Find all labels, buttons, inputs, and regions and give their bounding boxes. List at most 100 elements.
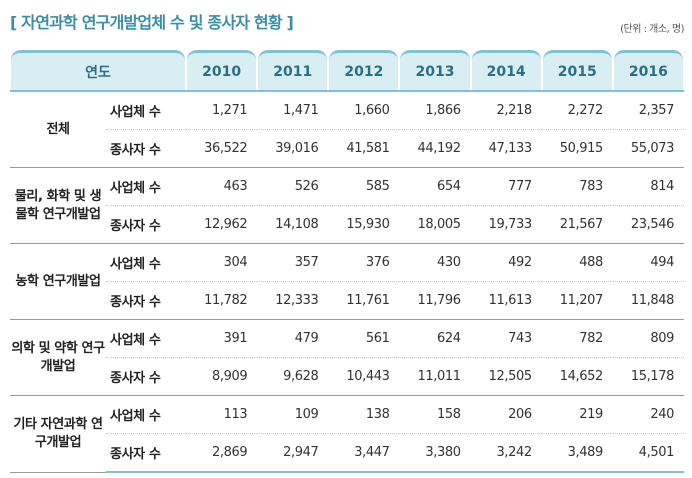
header-year: 2015 [542,48,613,91]
table-cell: 526 [257,167,329,206]
row-category: 기타 자연과학 연구개발업 [10,395,107,473]
row-label: 종사자 수 [106,129,187,168]
table-cell: 2,218 [470,91,542,130]
table-cell: 782 [541,319,613,358]
row-label: 종사자 수 [106,433,187,473]
table-cell: 12,333 [257,281,329,320]
table-cell: 41,581 [328,129,400,168]
row-category: 의학 및 약학 연구개발업 [10,319,107,396]
table-cell: 3,489 [541,433,613,473]
table-cell: 11,207 [541,281,613,320]
table-cell: 15,178 [612,357,684,396]
table-cell: 492 [470,243,542,282]
table-cell: 3,447 [328,433,400,473]
table-row: 전체 사업체 수 1,271 1,471 1,660 1,866 2,218 2… [10,91,684,168]
row-label: 종사자 수 [106,281,187,320]
table-cell: 463 [186,167,258,206]
table-cell: 2,947 [257,433,329,473]
table-cell: 376 [328,243,400,282]
table-cell: 4,501 [612,433,684,473]
table-row: 종사자 수 12,962 14,108 15,930 18,005 19,733… [10,205,684,244]
table-cell: 12,962 [186,205,258,244]
header-year: 2010 [186,48,257,91]
table-cell: 8,909 [186,357,258,396]
table-cell: 1,866 [399,91,471,130]
table-cell: 109 [257,395,329,434]
table-cell: 11,761 [328,281,400,320]
table-cell: 2,357 [612,91,684,130]
table-cell: 9,628 [257,357,329,396]
header-row: 연도 2010 2011 2012 2013 2014 2015 2016 [10,48,684,91]
table-cell: 11,848 [612,281,684,320]
table-cell: 743 [470,319,542,358]
table-cell: 219 [541,395,613,434]
unit-note: (단위 : 개소, 명) [620,24,684,35]
table-cell: 11,782 [186,281,258,320]
header-year: 2014 [471,48,542,91]
row-label: 사업체 수 [106,243,187,282]
table-row: 기타 자연과학 연구개발업 사업체 수 113 109 138 158 206 … [10,395,684,473]
table-row: 종사자 수 36,522 39,016 41,581 44,192 47,133… [10,129,684,168]
table-cell: 44,192 [399,129,471,168]
table-row: 의학 및 약학 연구개발업 사업체 수 391 479 561 624 743 … [10,319,684,396]
table-cell: 47,133 [470,129,542,168]
table-cell: 55,073 [612,129,684,168]
row-label: 사업체 수 [106,167,187,206]
table-cell: 50,915 [541,129,613,168]
table-cell: 36,522 [186,129,258,168]
table-title: [ 자연과학 연구개발업체 수 및 종사자 현황 ] [10,13,294,32]
table-cell: 14,652 [541,357,613,396]
table-row: 물리, 화학 및 생물학 연구개발업 사업체 수 463 526 585 654… [10,167,684,244]
header-year: 2013 [399,48,470,91]
header-year: 2011 [257,48,328,91]
table-cell: 1,471 [257,91,329,130]
table-cell: 3,242 [470,433,542,473]
table-cell: 11,613 [470,281,542,320]
row-label: 사업체 수 [106,319,187,358]
row-label: 종사자 수 [106,205,187,244]
table-cell: 14,108 [257,205,329,244]
header-year: 2012 [328,48,399,91]
table-cell: 10,443 [328,357,400,396]
table-cell: 138 [328,395,400,434]
table-cell: 304 [186,243,258,282]
table-cell: 2,272 [541,91,613,130]
table-cell: 561 [328,319,400,358]
table-cell: 3,380 [399,433,471,473]
table-cell: 158 [399,395,471,434]
table-cell: 18,005 [399,205,471,244]
table-body: 전체 사업체 수 1,271 1,471 1,660 1,866 2,218 2… [10,91,684,473]
table-cell: 1,660 [328,91,400,130]
table-cell: 391 [186,319,258,358]
row-category: 전체 [10,91,107,168]
row-category: 농학 연구개발업 [10,243,107,320]
table-cell: 15,930 [328,205,400,244]
table-cell: 12,505 [470,357,542,396]
table-cell: 39,016 [257,129,329,168]
table-cell: 494 [612,243,684,282]
table-cell: 1,271 [186,91,258,130]
table-cell: 19,733 [470,205,542,244]
table-cell: 206 [470,395,542,434]
table-cell: 488 [541,243,613,282]
table-cell: 585 [328,167,400,206]
table-cell: 479 [257,319,329,358]
table-cell: 23,546 [612,205,684,244]
table-cell: 11,796 [399,281,471,320]
table-cell: 430 [399,243,471,282]
table-cell: 624 [399,319,471,358]
table-cell: 654 [399,167,471,206]
table-cell: 357 [257,243,329,282]
row-label: 종사자 수 [106,357,187,396]
table-row: 종사자 수 8,909 9,628 10,443 11,011 12,505 1… [10,357,684,396]
table-cell: 783 [541,167,613,206]
stats-table: 연도 2010 2011 2012 2013 2014 2015 2016 전체… [10,48,684,473]
table-row: 종사자 수 2,869 2,947 3,447 3,380 3,242 3,48… [10,433,684,473]
table-cell: 21,567 [541,205,613,244]
table-cell: 113 [186,395,258,434]
table-cell: 11,011 [399,357,471,396]
stats-table-container: 연도 2010 2011 2012 2013 2014 2015 2016 전체… [10,48,684,473]
row-label: 사업체 수 [106,91,187,130]
table-row: 농학 연구개발업 사업체 수 304 357 376 430 492 488 4… [10,243,684,320]
table-cell: 809 [612,319,684,358]
